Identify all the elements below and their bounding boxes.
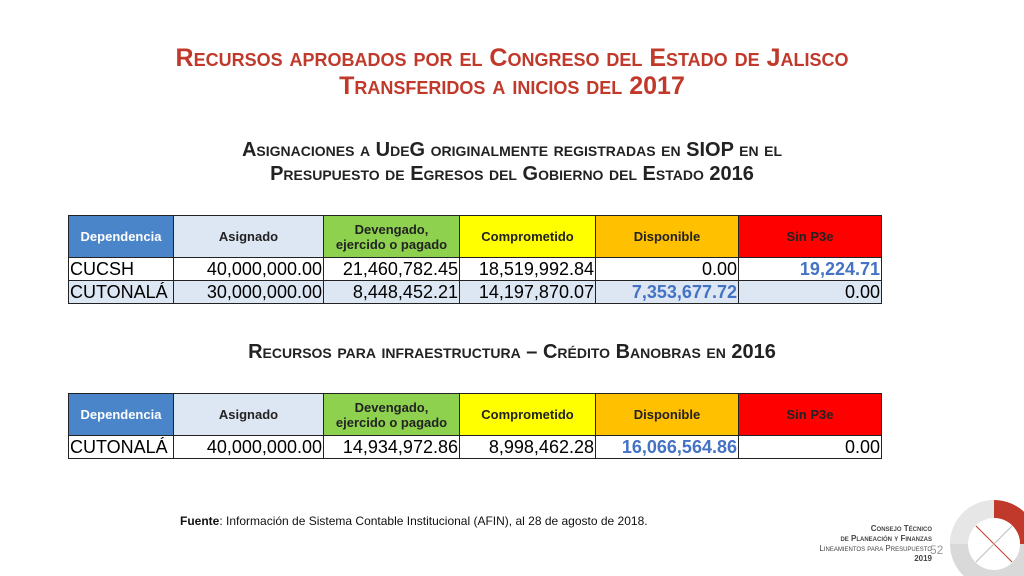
header-devengado-line1: Devengado, <box>354 221 429 237</box>
source-label: Fuente <box>180 514 220 528</box>
header-sin-p3e: Sin P3e <box>738 215 882 258</box>
header-devengado: Devengado, ejercido o pagado <box>323 215 460 258</box>
slide-title-line2: Transferidos a inicios del 2017 <box>339 72 685 100</box>
table-row: CUTONALÁ 30,000,000.00 8,448,452.21 14,1… <box>68 280 882 304</box>
table-row: CUCSH 40,000,000.00 21,460,782.45 18,519… <box>68 257 882 281</box>
table-row: CUTONALÁ 40,000,000.00 14,934,972.86 8,9… <box>68 435 882 459</box>
institution-logo: Consejo Técnico de Planeación y Finanzas… <box>819 524 932 564</box>
cell-disponible: 16,066,564.86 <box>595 435 739 459</box>
cell-comprometido: 8,998,462.28 <box>459 435 596 459</box>
page-number: 52 <box>930 543 944 557</box>
banobras-table: Dependencia Asignado Devengado, ejercido … <box>68 393 882 459</box>
cell-asignado: 40,000,000.00 <box>173 435 324 459</box>
section2-title: Recursos para infraestructura – Crédito … <box>248 341 776 363</box>
cell-devengado: 14,934,972.86 <box>323 435 460 459</box>
decorative-circle-graphic <box>950 500 1024 576</box>
header-devengado: Devengado, ejercido o pagado <box>323 393 460 436</box>
logo-line3: Lineamientos para Presupuesto <box>819 544 932 553</box>
siop-table: Dependencia Asignado Devengado, ejercido … <box>68 215 882 304</box>
logo-line2: de Planeación y Finanzas <box>840 534 932 543</box>
header-devengado-line2: ejercido o pagado <box>335 414 448 430</box>
cell-disponible: 0.00 <box>595 257 739 281</box>
cell-dependencia: CUTONALÁ <box>68 435 174 459</box>
header-comprometido: Comprometido <box>459 215 596 258</box>
cell-sin-p3e: 0.00 <box>738 435 882 459</box>
cell-sin-p3e: 19,224.71 <box>738 257 882 281</box>
logo-line1: Consejo Técnico <box>870 524 932 533</box>
logo-year: 2019 <box>914 554 932 563</box>
source-text: : Información de Sistema Contable Instit… <box>219 514 648 528</box>
header-asignado: Asignado <box>173 215 324 258</box>
cell-dependencia: CUTONALÁ <box>68 280 174 304</box>
header-asignado: Asignado <box>173 393 324 436</box>
cell-disponible: 7,353,677.72 <box>595 280 739 304</box>
cell-devengado: 8,448,452.21 <box>323 280 460 304</box>
header-dependencia: Dependencia <box>68 215 174 258</box>
cell-asignado: 30,000,000.00 <box>173 280 324 304</box>
section1-title-line1: Asignaciones a UdeG originalmente regist… <box>241 139 783 161</box>
slide-title-line1: Recursos aprobados por el Congreso del E… <box>175 44 849 72</box>
slide-title: Recursos aprobados por el Congreso del E… <box>0 44 1024 100</box>
header-devengado-line1: Devengado, <box>354 399 429 415</box>
header-disponible: Disponible <box>595 393 739 436</box>
header-dependencia: Dependencia <box>68 393 174 436</box>
cell-comprometido: 18,519,992.84 <box>459 257 596 281</box>
section1-title-line2: Presupuesto de Egresos del Gobierno del … <box>270 163 754 185</box>
table-header-row: Dependencia Asignado Devengado, ejercido … <box>68 393 882 436</box>
cell-devengado: 21,460,782.45 <box>323 257 460 281</box>
header-comprometido: Comprometido <box>459 393 596 436</box>
cell-sin-p3e: 0.00 <box>738 280 882 304</box>
table-header-row: Dependencia Asignado Devengado, ejercido … <box>68 215 882 258</box>
section1-title: Asignaciones a UdeG originalmente regist… <box>0 138 1024 186</box>
cell-comprometido: 14,197,870.07 <box>459 280 596 304</box>
cell-dependencia: CUCSH <box>68 257 174 281</box>
header-sin-p3e: Sin P3e <box>738 393 882 436</box>
source-note: Fuente: Información de Sistema Contable … <box>180 514 648 528</box>
header-disponible: Disponible <box>595 215 739 258</box>
cell-asignado: 40,000,000.00 <box>173 257 324 281</box>
header-devengado-line2: ejercido o pagado <box>335 236 448 252</box>
